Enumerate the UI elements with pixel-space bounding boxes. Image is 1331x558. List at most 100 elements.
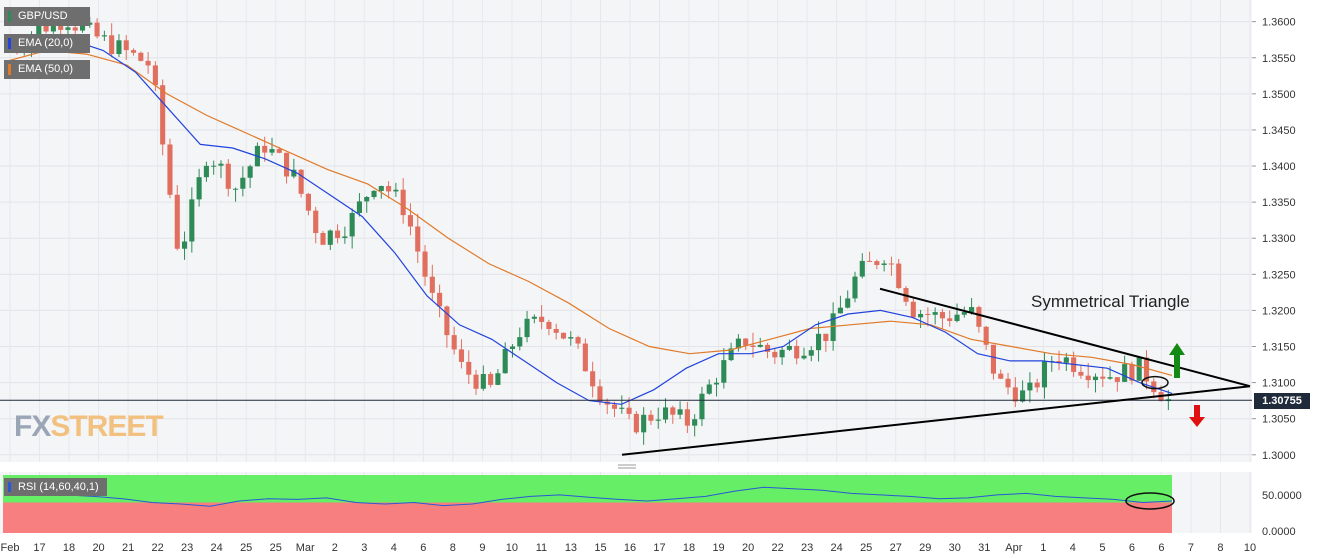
bear-candle	[262, 145, 268, 153]
bear-candle	[152, 65, 158, 86]
bear-candle	[823, 333, 829, 341]
rsi-legend: RSI (14,60,40,1)	[4, 478, 107, 496]
bull-candle	[619, 407, 625, 409]
y-tick-label: 1.3600	[1262, 17, 1296, 29]
bear-candle	[160, 85, 166, 145]
y-tick-label: 1.3550	[1262, 53, 1296, 65]
bear-candle	[1143, 357, 1150, 382]
x-tick-label: 3	[361, 542, 367, 554]
bear-candle	[867, 260, 873, 262]
x-tick-label: 18	[63, 542, 75, 554]
down-arrow-icon	[1189, 405, 1205, 427]
bull-candle	[196, 177, 202, 200]
bear-candle	[582, 343, 588, 372]
bear-candle	[1056, 361, 1062, 363]
bull-candle	[1092, 376, 1099, 381]
bear-candle	[983, 326, 989, 345]
bull-candle	[349, 213, 355, 237]
bull-candle	[881, 263, 887, 265]
x-tick-label: 4	[391, 542, 397, 554]
x-tick-label: 17	[33, 542, 45, 554]
bull-candle	[342, 236, 348, 238]
bull-candle	[655, 419, 661, 421]
x-tick-label: 15	[594, 542, 606, 554]
x-tick-label: 22	[771, 542, 783, 554]
bear-candle	[910, 301, 916, 318]
x-tick-label: 2	[332, 542, 338, 554]
last-price-tag: 1.30755	[1254, 393, 1310, 409]
bull-candle	[1136, 357, 1142, 381]
bull-candle	[961, 312, 967, 315]
bear-candle	[386, 186, 392, 192]
bull-candle	[757, 344, 763, 347]
bull-candle	[79, 24, 86, 31]
price-pane	[0, 0, 1252, 462]
bear-candle	[764, 344, 771, 352]
x-tick-label: 17	[653, 542, 665, 554]
rsi-tick-label: 0.0000	[1262, 526, 1296, 538]
x-tick-label: 5	[1099, 542, 1105, 554]
triangle-lower-line	[621, 385, 1251, 456]
y-tick-label: 1.3050	[1262, 414, 1296, 426]
bear-candle	[896, 263, 902, 289]
bull-candle	[240, 177, 246, 189]
x-tick-label: 13	[565, 542, 577, 554]
bull-candle	[830, 313, 836, 341]
bear-candle	[597, 386, 603, 402]
bear-candle	[947, 318, 953, 322]
bear-candle	[1078, 371, 1084, 376]
bear-candle	[590, 371, 596, 387]
bear-candle	[444, 306, 450, 336]
bull-candle	[531, 316, 537, 319]
bull-candle	[779, 349, 785, 358]
x-tick-label: 24	[831, 542, 843, 554]
bear-candle	[1100, 376, 1106, 379]
bear-candle	[130, 50, 137, 53]
rsi-swatch	[8, 482, 11, 492]
bear-candle	[305, 193, 311, 211]
x-tick-label: 19	[712, 542, 724, 554]
x-tick-label: 25	[270, 542, 282, 554]
y-tick-label: 1.3100	[1262, 378, 1296, 390]
y-tick-label: 1.3000	[1262, 450, 1296, 462]
bull-candle	[837, 307, 843, 314]
bull-candle	[808, 350, 814, 356]
fxstreet-logo: FXSTREET	[14, 410, 164, 443]
pattern-label: Symmetrical Triangle	[1031, 292, 1190, 311]
bull-candle	[918, 313, 924, 318]
triangle-upper-line	[879, 287, 1251, 388]
bear-candle	[998, 373, 1004, 379]
axis-pane	[1252, 0, 1331, 558]
rsi-line	[5, 486, 1173, 507]
x-tick-label: 11	[536, 542, 547, 554]
bull-candle	[269, 149, 275, 153]
bull-candle	[116, 40, 122, 55]
bull-candle	[845, 298, 851, 308]
bull-candle	[495, 373, 501, 385]
legend-ema20-swatch	[8, 38, 11, 49]
x-tick-label: 16	[624, 542, 636, 554]
y-tick-label: 1.3150	[1262, 342, 1296, 354]
bull-candle	[713, 382, 720, 385]
bear-candle	[276, 149, 282, 153]
bear-candle	[1034, 382, 1040, 388]
rsi-tick-label: 50.0000	[1262, 490, 1302, 502]
bear-candle	[225, 163, 231, 189]
bear-candle	[145, 60, 151, 66]
ema50-label: EMA (50,0)	[18, 63, 74, 75]
bull-candle	[954, 314, 960, 322]
legend-symbol-swatch	[8, 11, 11, 22]
bear-candle	[335, 230, 341, 238]
legend-ema50-swatch	[8, 64, 11, 75]
bull-candle	[378, 186, 384, 191]
bull-candle	[291, 169, 297, 177]
bear-candle	[560, 332, 567, 339]
bull-candle	[364, 197, 370, 202]
bear-candle	[794, 345, 800, 359]
up-arrow-icon	[1169, 343, 1185, 378]
bull-candle	[189, 199, 195, 242]
bull-candle	[181, 241, 188, 249]
bull-candle	[1027, 382, 1033, 391]
bear-candle	[648, 414, 654, 421]
